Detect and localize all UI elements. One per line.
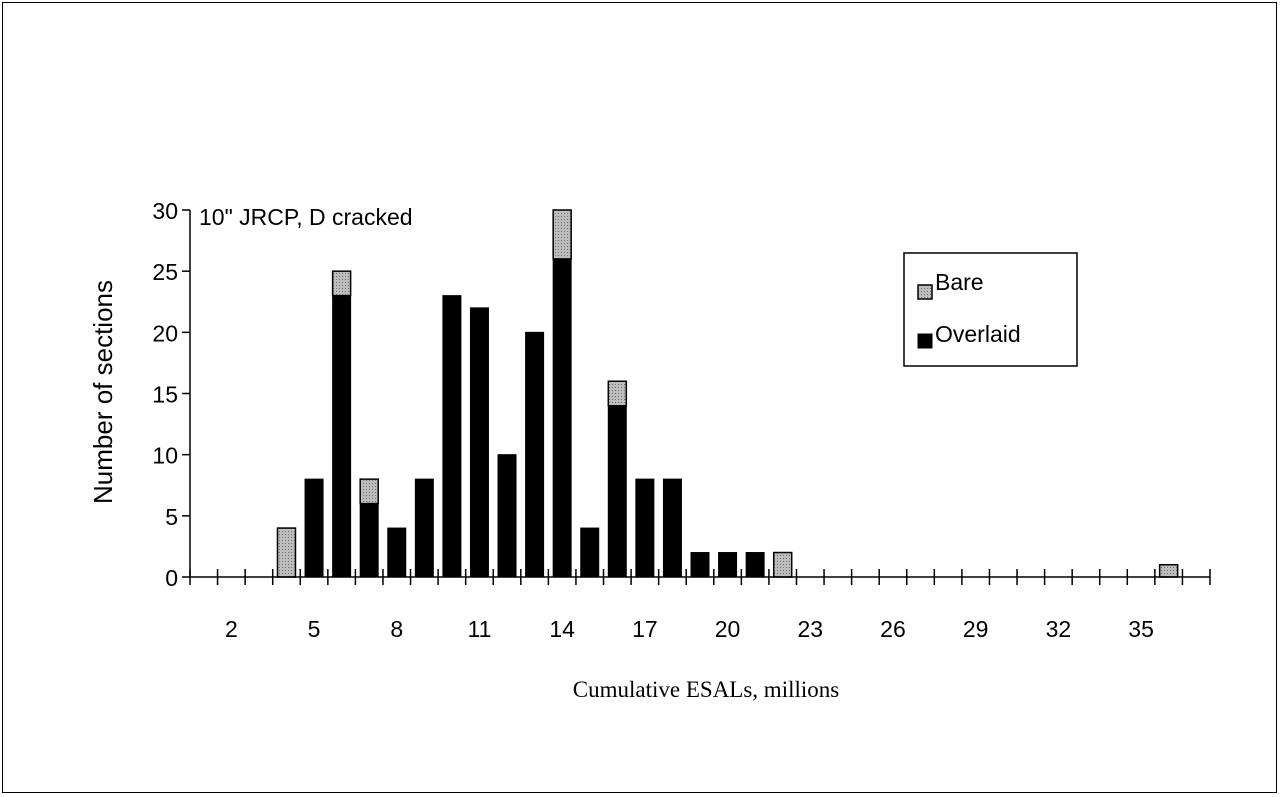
x-tick-label: 35 xyxy=(1128,616,1154,642)
x-tick-label: 29 xyxy=(963,616,989,642)
x-tick-label: 20 xyxy=(715,616,741,642)
bar-bare xyxy=(607,380,628,407)
bar-overlaid xyxy=(442,295,462,578)
y-tick-label: 30 xyxy=(152,198,178,224)
legend: Bare Overlaid xyxy=(903,252,1078,367)
x-axis-label: Cumulative ESALs, millions xyxy=(573,677,839,702)
x-tick-label: 32 xyxy=(1046,616,1072,642)
bar-overlaid xyxy=(332,295,352,578)
legend-label-bare: Bare xyxy=(935,269,984,295)
y-tick-label: 25 xyxy=(152,259,178,285)
legend-swatch-bare xyxy=(917,284,933,300)
x-tick-label: 5 xyxy=(308,616,321,642)
x-tick-label: 11 xyxy=(468,616,492,642)
bar-overlaid xyxy=(359,503,379,578)
x-tick-label: 26 xyxy=(880,616,906,642)
chart-title: 10" JRCP, D cracked xyxy=(199,204,413,230)
bar-bare xyxy=(276,527,297,578)
bar-overlaid xyxy=(552,258,572,578)
y-tick-label: 0 xyxy=(165,565,178,591)
bar-bare xyxy=(331,270,352,297)
bar-overlaid xyxy=(414,478,434,578)
bar-overlaid xyxy=(745,552,765,578)
bar-overlaid xyxy=(718,552,738,578)
y-tick-label: 10 xyxy=(152,443,178,469)
bar-overlaid xyxy=(387,527,407,578)
bar-bare xyxy=(552,209,572,260)
x-tick-label: 14 xyxy=(549,616,575,642)
bar-bare xyxy=(772,551,793,578)
bar-bare xyxy=(359,478,379,505)
x-tick-label: 23 xyxy=(797,616,823,642)
legend-box xyxy=(903,252,1078,367)
bar-overlaid xyxy=(469,307,489,578)
ticks xyxy=(182,209,1211,585)
bar-overlaid xyxy=(690,552,710,578)
x-tick-label: 8 xyxy=(390,616,403,642)
bar-overlaid xyxy=(580,527,600,578)
bar-overlaid xyxy=(525,331,545,578)
legend-swatch-overlaid xyxy=(917,333,933,349)
bars xyxy=(276,209,1179,578)
x-tick-label: 17 xyxy=(632,616,658,642)
bar-overlaid xyxy=(662,478,682,578)
y-tick-label: 20 xyxy=(152,320,178,346)
bar-overlaid xyxy=(607,405,627,578)
bar-overlaid xyxy=(304,478,324,578)
y-axis-label: Number of sections xyxy=(88,280,118,504)
bar-overlaid xyxy=(635,478,655,578)
bar-bare xyxy=(1158,564,1179,578)
y-tick-label: 15 xyxy=(152,382,178,408)
y-tick-label: 5 xyxy=(165,504,178,530)
bar-overlaid xyxy=(497,454,517,578)
legend-label-overlaid: Overlaid xyxy=(935,321,1021,347)
x-tick-label: 2 xyxy=(225,616,238,642)
